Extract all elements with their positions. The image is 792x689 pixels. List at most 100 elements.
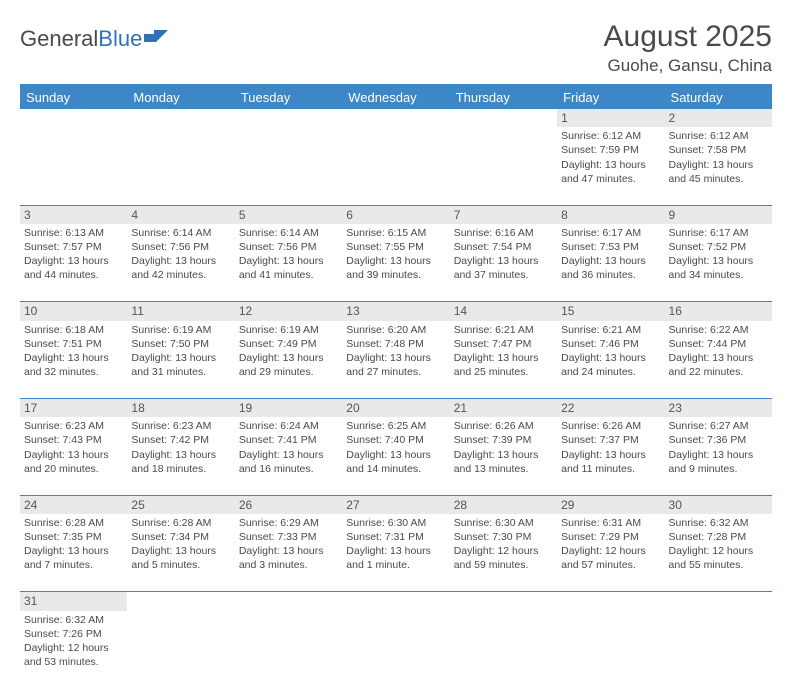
daylight-text-2: and 37 minutes.: [454, 268, 553, 282]
day-detail: Sunrise: 6:13 AMSunset: 7:57 PMDaylight:…: [24, 226, 123, 283]
sunrise-text: Sunrise: 6:17 AM: [561, 226, 660, 240]
day-detail: Sunrise: 6:21 AMSunset: 7:46 PMDaylight:…: [561, 323, 660, 380]
day-number: 6: [342, 205, 449, 224]
daylight-text-1: Daylight: 13 hours: [454, 448, 553, 462]
daylight-text-2: and 25 minutes.: [454, 365, 553, 379]
day-detail: Sunrise: 6:30 AMSunset: 7:31 PMDaylight:…: [346, 516, 445, 573]
daylight-text-1: Daylight: 13 hours: [131, 544, 230, 558]
day-detail: Sunrise: 6:24 AMSunset: 7:41 PMDaylight:…: [239, 419, 338, 476]
day-detail: Sunrise: 6:32 AMSunset: 7:28 PMDaylight:…: [669, 516, 768, 573]
day-detail: Sunrise: 6:26 AMSunset: 7:39 PMDaylight:…: [454, 419, 553, 476]
sunset-text: Sunset: 7:43 PM: [24, 433, 123, 447]
day-cell: Sunrise: 6:12 AMSunset: 7:58 PMDaylight:…: [665, 127, 772, 205]
day-detail: Sunrise: 6:27 AMSunset: 7:36 PMDaylight:…: [669, 419, 768, 476]
day-cell: [665, 611, 772, 689]
header: GeneralBlue August 2025 Guohe, Gansu, Ch…: [20, 20, 772, 76]
day-cell: Sunrise: 6:27 AMSunset: 7:36 PMDaylight:…: [665, 417, 772, 495]
sunrise-text: Sunrise: 6:15 AM: [346, 226, 445, 240]
day-cell: Sunrise: 6:26 AMSunset: 7:39 PMDaylight:…: [450, 417, 557, 495]
day-cell: [127, 611, 234, 689]
day-detail: Sunrise: 6:28 AMSunset: 7:35 PMDaylight:…: [24, 516, 123, 573]
daynum-row: 10111213141516: [20, 302, 772, 321]
day-cell: Sunrise: 6:14 AMSunset: 7:56 PMDaylight:…: [235, 224, 342, 302]
day-number: [557, 592, 664, 611]
daylight-text-1: Daylight: 13 hours: [131, 448, 230, 462]
day-number: 13: [342, 302, 449, 321]
day-header: Wednesday: [342, 85, 449, 109]
sunset-text: Sunset: 7:59 PM: [561, 143, 660, 157]
day-detail: Sunrise: 6:20 AMSunset: 7:48 PMDaylight:…: [346, 323, 445, 380]
day-detail: Sunrise: 6:22 AMSunset: 7:44 PMDaylight:…: [669, 323, 768, 380]
day-cell: Sunrise: 6:23 AMSunset: 7:43 PMDaylight:…: [20, 417, 127, 495]
daylight-text-1: Daylight: 13 hours: [24, 351, 123, 365]
sunset-text: Sunset: 7:41 PM: [239, 433, 338, 447]
sunrise-text: Sunrise: 6:32 AM: [669, 516, 768, 530]
day-number: 12: [235, 302, 342, 321]
day-cell: [557, 611, 664, 689]
sunset-text: Sunset: 7:48 PM: [346, 337, 445, 351]
daylight-text-2: and 14 minutes.: [346, 462, 445, 476]
daylight-text-1: Daylight: 13 hours: [239, 448, 338, 462]
daylight-text-2: and 34 minutes.: [669, 268, 768, 282]
daylight-text-2: and 16 minutes.: [239, 462, 338, 476]
location: Guohe, Gansu, China: [604, 56, 772, 76]
day-number: 3: [20, 205, 127, 224]
day-cell: Sunrise: 6:31 AMSunset: 7:29 PMDaylight:…: [557, 514, 664, 592]
day-number: 7: [450, 205, 557, 224]
daylight-text-2: and 11 minutes.: [561, 462, 660, 476]
daylight-text-2: and 7 minutes.: [24, 558, 123, 572]
day-number: 8: [557, 205, 664, 224]
sunset-text: Sunset: 7:56 PM: [239, 240, 338, 254]
sunrise-text: Sunrise: 6:25 AM: [346, 419, 445, 433]
day-number: 21: [450, 399, 557, 418]
daylight-text-2: and 13 minutes.: [454, 462, 553, 476]
sunrise-text: Sunrise: 6:19 AM: [131, 323, 230, 337]
title-block: August 2025 Guohe, Gansu, China: [604, 20, 772, 76]
day-header-row: Sunday Monday Tuesday Wednesday Thursday…: [20, 85, 772, 109]
sunrise-text: Sunrise: 6:30 AM: [454, 516, 553, 530]
daylight-text-1: Daylight: 13 hours: [346, 544, 445, 558]
daylight-text-1: Daylight: 13 hours: [669, 158, 768, 172]
day-cell: Sunrise: 6:19 AMSunset: 7:50 PMDaylight:…: [127, 321, 234, 399]
day-number: 22: [557, 399, 664, 418]
daylight-text-1: Daylight: 13 hours: [239, 544, 338, 558]
day-cell: [235, 611, 342, 689]
sunrise-text: Sunrise: 6:26 AM: [454, 419, 553, 433]
day-cell: Sunrise: 6:24 AMSunset: 7:41 PMDaylight:…: [235, 417, 342, 495]
sunset-text: Sunset: 7:58 PM: [669, 143, 768, 157]
sunset-text: Sunset: 7:39 PM: [454, 433, 553, 447]
day-number: [127, 592, 234, 611]
day-cell: Sunrise: 6:28 AMSunset: 7:34 PMDaylight:…: [127, 514, 234, 592]
day-number: 24: [20, 495, 127, 514]
daylight-text-1: Daylight: 13 hours: [346, 448, 445, 462]
sunset-text: Sunset: 7:46 PM: [561, 337, 660, 351]
daylight-text-1: Daylight: 13 hours: [454, 254, 553, 268]
daylight-text-2: and 22 minutes.: [669, 365, 768, 379]
content-row: Sunrise: 6:32 AMSunset: 7:26 PMDaylight:…: [20, 611, 772, 689]
day-number: 4: [127, 205, 234, 224]
sunset-text: Sunset: 7:53 PM: [561, 240, 660, 254]
sunrise-text: Sunrise: 6:14 AM: [239, 226, 338, 240]
sunrise-text: Sunrise: 6:28 AM: [24, 516, 123, 530]
day-detail: Sunrise: 6:17 AMSunset: 7:52 PMDaylight:…: [669, 226, 768, 283]
day-number: 30: [665, 495, 772, 514]
daylight-text-1: Daylight: 13 hours: [454, 351, 553, 365]
day-cell: Sunrise: 6:28 AMSunset: 7:35 PMDaylight:…: [20, 514, 127, 592]
sunrise-text: Sunrise: 6:31 AM: [561, 516, 660, 530]
day-cell: [20, 127, 127, 205]
sunset-text: Sunset: 7:49 PM: [239, 337, 338, 351]
daylight-text-1: Daylight: 12 hours: [669, 544, 768, 558]
daylight-text-2: and 29 minutes.: [239, 365, 338, 379]
daylight-text-2: and 9 minutes.: [669, 462, 768, 476]
day-cell: [235, 127, 342, 205]
month-title: August 2025: [604, 20, 772, 54]
sunrise-text: Sunrise: 6:24 AM: [239, 419, 338, 433]
day-header: Tuesday: [235, 85, 342, 109]
daylight-text-2: and 3 minutes.: [239, 558, 338, 572]
flag-icon: [144, 26, 170, 52]
daylight-text-1: Daylight: 13 hours: [239, 351, 338, 365]
day-number: 14: [450, 302, 557, 321]
day-header: Saturday: [665, 85, 772, 109]
day-cell: Sunrise: 6:25 AMSunset: 7:40 PMDaylight:…: [342, 417, 449, 495]
sunset-text: Sunset: 7:29 PM: [561, 530, 660, 544]
